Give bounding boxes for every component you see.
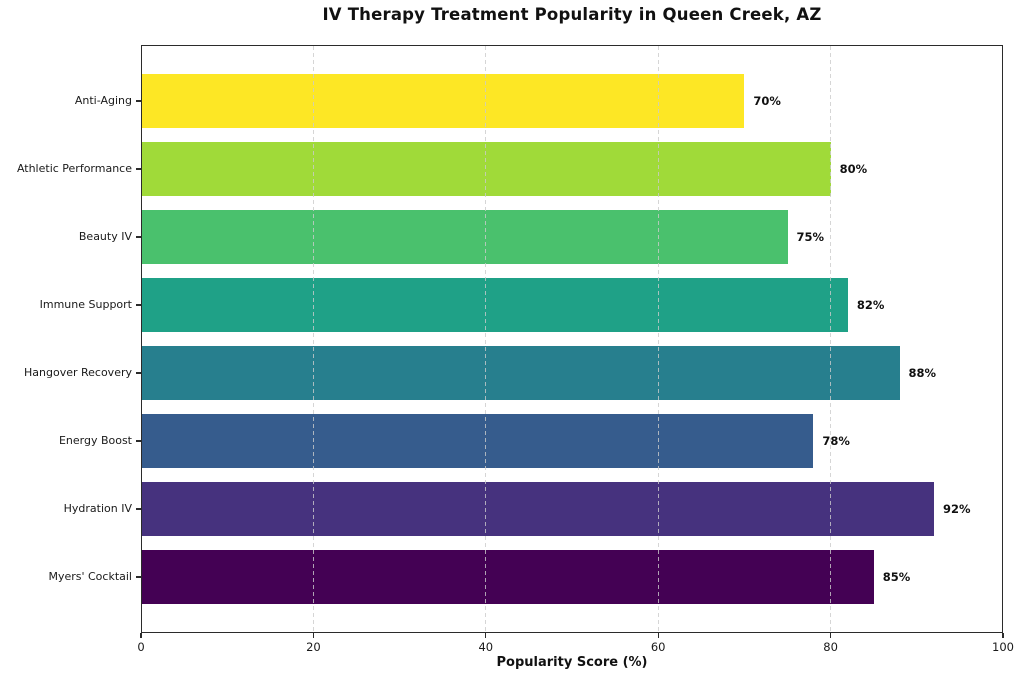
bar [141, 550, 874, 604]
y-tick-label: Energy Boost [58, 434, 132, 447]
y-tick-mark [136, 236, 141, 238]
bar-value-label: 88% [908, 366, 937, 380]
x-tick-label: 100 [992, 640, 1014, 654]
bar-value-label: 75% [796, 230, 825, 244]
bar [141, 278, 848, 332]
y-tick-label: Anti-Aging [74, 94, 132, 107]
y-tick-label: Hangover Recovery [24, 366, 132, 379]
x-tick-mark [657, 633, 659, 638]
y-tick-label: Immune Support [39, 298, 132, 311]
y-tick-label: Beauty IV [78, 230, 132, 243]
x-gridline [312, 46, 315, 632]
x-tick-mark [829, 633, 832, 638]
y-tick-mark [136, 304, 141, 306]
bar [141, 210, 788, 264]
x-gridline [485, 46, 487, 632]
bar-value-label: 92% [943, 502, 971, 516]
y-tick-mark [136, 576, 141, 578]
x-tick-label: 40 [478, 640, 494, 654]
x-tick-mark [1002, 633, 1004, 638]
bar-value-label: 80% [839, 162, 868, 176]
x-gridline [829, 46, 832, 632]
bar [141, 346, 900, 400]
bar-value-label: 85% [882, 570, 911, 584]
bar-value-label: 82% [856, 298, 885, 312]
x-tick-mark [140, 633, 142, 638]
chart-title: IV Therapy Treatment Popularity in Queen… [322, 5, 822, 24]
y-tick-label: Myers' Cocktail [48, 570, 132, 583]
x-tick-mark [485, 633, 487, 638]
x-tick-label: 20 [306, 640, 321, 654]
y-tick-mark [136, 440, 141, 442]
bar [141, 74, 745, 128]
bar [141, 414, 814, 468]
x-tick-label: 0 [137, 640, 145, 654]
bar-value-label: 70% [753, 94, 781, 108]
plot-area [141, 45, 1003, 633]
x-tick-label: 80 [823, 640, 838, 654]
y-tick-mark [136, 100, 141, 102]
x-tick-label: 60 [650, 640, 666, 654]
x-axis-label: Popularity Score (%) [496, 655, 648, 670]
bar [141, 482, 935, 536]
y-tick-mark [136, 372, 141, 374]
x-tick-mark [312, 633, 315, 638]
y-tick-mark [136, 168, 141, 170]
x-gridline [657, 46, 659, 632]
y-tick-label: Athletic Performance [16, 162, 132, 175]
bar-value-label: 78% [822, 434, 850, 448]
y-tick-label: Hydration IV [63, 502, 132, 515]
y-tick-mark [136, 508, 141, 510]
